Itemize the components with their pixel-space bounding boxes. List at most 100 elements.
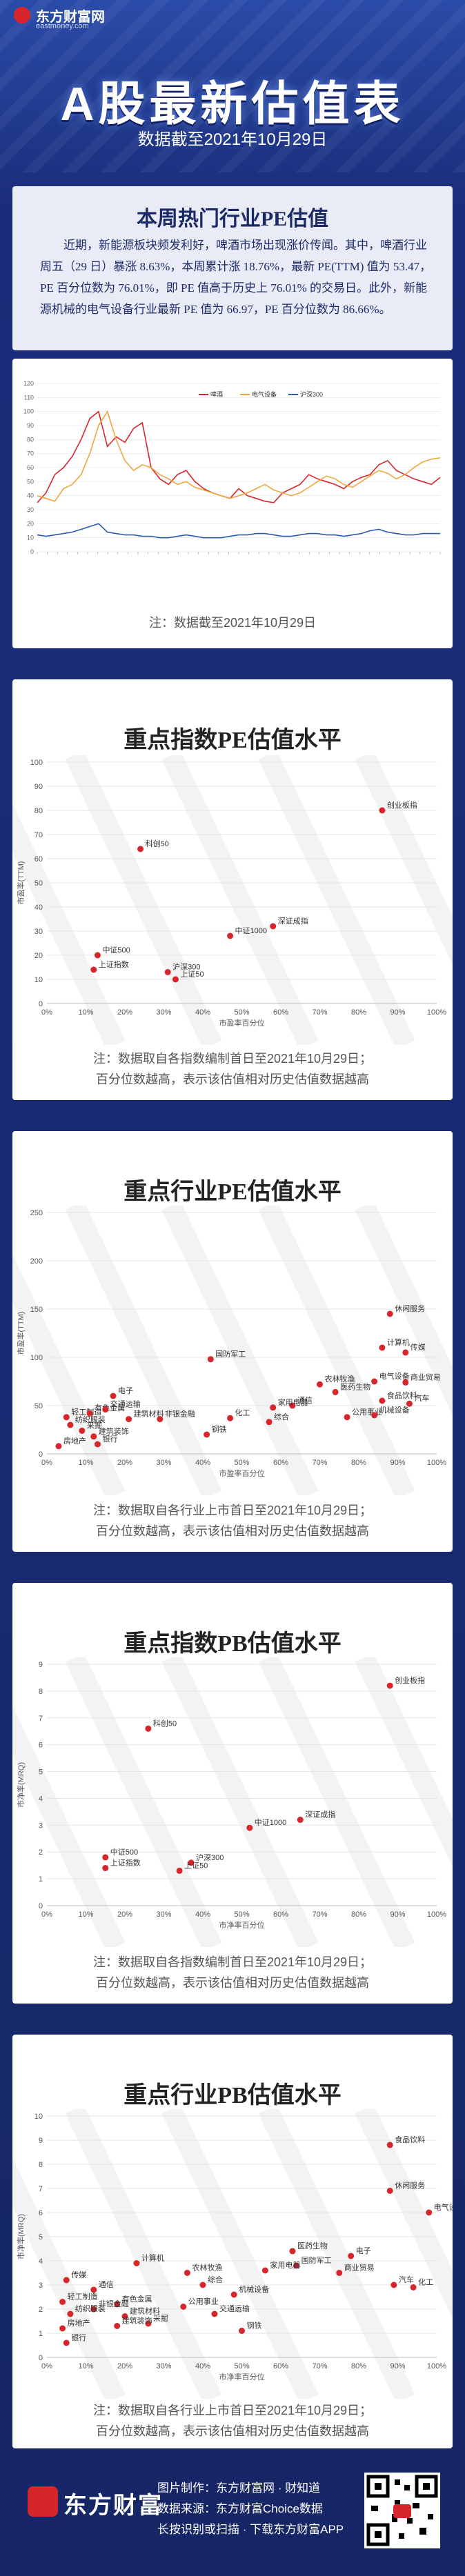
data-label: 有色金属: [122, 2294, 152, 2304]
data-point: [67, 1421, 74, 1428]
index-pb-panel: 重点指数PB估值水平 0 1 2 3 4 5 6 7 8 9 0% 10% 20% 30% 40% 50% 60…: [12, 1583, 453, 2004]
y-tick-label: 70: [27, 450, 34, 457]
x-tick-label: 30%: [156, 1910, 171, 1919]
data-point: [261, 2267, 268, 2274]
y-tick-label: 9: [39, 2137, 43, 2145]
data-point: [102, 1406, 109, 1413]
y-tick-label: 0: [39, 1000, 43, 1008]
x-tick-label: 100%: [427, 1910, 446, 1919]
data-label: 农林牧渔: [192, 2263, 222, 2273]
x-tick-label: 20%: [117, 1910, 132, 1919]
industry-pe-note-1: 注：数据取自各行业上市首日至2021年10月29日；: [92, 1504, 373, 1517]
data-point: [379, 807, 386, 814]
y-tick-label: 6: [39, 2209, 43, 2217]
data-point: [348, 2253, 355, 2259]
data-label: 公用事业: [352, 1408, 382, 1417]
data-point: [289, 2248, 296, 2255]
data-label: 钢铁: [212, 1425, 227, 1434]
data-label: 中证500: [102, 946, 130, 955]
watermark: [12, 1706, 126, 1947]
data-label: 化工: [235, 1408, 250, 1417]
x-axis-label: 市盈率百分位: [219, 1468, 265, 1478]
data-label: 医药生物: [340, 1381, 370, 1391]
data-label: 科创50: [153, 1718, 177, 1728]
x-tick-label: 60%: [273, 1459, 288, 1467]
y-tick-label: 100: [30, 759, 43, 767]
y-tick-label: 60: [34, 855, 43, 863]
data-label: 建筑装饰: [122, 2316, 152, 2326]
data-point: [172, 976, 179, 983]
y-tick-label: 0: [30, 548, 34, 555]
y-tick-label: 0: [39, 2354, 43, 2362]
data-point: [270, 1404, 277, 1411]
index-pe-chart: 0 10 20 30 40 50 60 70 80 90 100 0% 10% 20% 30% 40% 50% 6…: [12, 755, 453, 1045]
x-tick-label: 0%: [41, 1910, 52, 1919]
industry-pb-panel: 重点行业PB估值水平 0 1 2 3 4 5 6 7 8 9 10 0% 10% 20% 30% 40% 50%…: [12, 2035, 453, 2448]
x-tick-label: 60%: [273, 2362, 288, 2370]
data-label: 上证指数: [110, 1858, 141, 1868]
data-point: [426, 2209, 433, 2216]
x-axis-label: 市盈率百分位: [219, 1018, 265, 1028]
brand-logo-icon: [14, 7, 30, 23]
legend-label: 电气设备: [252, 390, 277, 398]
top-bar: 东方财富网 eastmoney.com: [0, 0, 465, 41]
data-point: [379, 1397, 386, 1404]
footer: 东方财富 图片制作：东方财富网 · 财知道 数据来源：东方财富Choice数据 …: [0, 2452, 465, 2576]
y-axis-label: 市盈率(TTM): [16, 1312, 26, 1355]
data-label: 农林牧渔: [325, 1374, 355, 1384]
data-point: [184, 2270, 190, 2276]
data-label: 传媒: [410, 1343, 426, 1352]
data-label: 非银金融: [99, 2299, 129, 2308]
index-pe-panel: 重点指数PE估值水平 0 10 20 30 40 50 60 70 80 90 100 0% 10% 20…: [12, 679, 453, 1100]
data-point: [199, 2282, 206, 2288]
data-point: [121, 2313, 128, 2319]
y-tick-label: 90: [27, 422, 34, 429]
footer-logo-icon: [28, 2486, 58, 2517]
watermark: [258, 1206, 415, 1495]
qr-code[interactable]: [364, 2473, 440, 2548]
watermark: [355, 1657, 453, 1867]
series-line-2: [37, 523, 440, 539]
data-point: [402, 1349, 409, 1356]
summary-text: 近期，新能源板块频发利好，啤酒市场出现涨价传闻。其中，啤酒行业周五（29 日）暴…: [40, 239, 432, 316]
x-tick-label: 30%: [156, 1008, 171, 1017]
industry-pb-title: 重点行业PB估值水平: [123, 2083, 342, 2108]
data-point: [386, 2188, 393, 2194]
data-label: 休闲服务: [395, 2181, 425, 2190]
y-tick-label: 200: [30, 1257, 43, 1266]
x-tick-label: 100%: [427, 1459, 446, 1467]
data-point: [59, 2325, 66, 2332]
watermark: [65, 755, 222, 1045]
y-tick-label: 2: [39, 1848, 43, 1857]
data-point: [386, 2141, 393, 2148]
x-tick-label: 70%: [312, 1008, 327, 1017]
data-label: 轻工制造: [71, 1407, 101, 1417]
series-line-0: [37, 410, 441, 503]
watermark: [65, 1206, 222, 1495]
data-label: 非银金融: [165, 1409, 195, 1419]
data-label: 创业板指: [395, 1675, 425, 1685]
index-pb-note-1: 注：数据取自各指数编制首日至2021年10月29日；: [92, 1955, 373, 1969]
y-tick-label: 100: [23, 408, 34, 415]
data-point: [110, 1392, 117, 1399]
x-axis-label: 市净率百分位: [219, 1920, 265, 1930]
data-point: [164, 969, 171, 975]
x-tick-label: 30%: [156, 1459, 171, 1467]
data-label: 有色金属: [95, 1403, 125, 1412]
data-point: [230, 2291, 237, 2298]
x-tick-label: 20%: [117, 2362, 132, 2370]
data-label: 沪深300: [196, 1853, 224, 1862]
data-point: [90, 966, 97, 973]
data-label: 机械设备: [379, 1405, 410, 1415]
data-label: 采掘: [153, 2313, 168, 2323]
data-label: 机械设备: [239, 2284, 269, 2294]
index-pe-title: 重点指数PE估值水平: [123, 728, 342, 753]
data-label: 通信: [297, 1396, 313, 1405]
x-tick-label: 30%: [156, 2362, 171, 2370]
brand-name: 东方财富网: [36, 10, 105, 25]
y-tick-label: 5: [39, 2233, 43, 2241]
data-label: 建筑装饰: [99, 1426, 129, 1436]
y-tick-label: 20: [27, 520, 34, 527]
data-point: [157, 1416, 164, 1423]
data-point: [145, 2320, 152, 2327]
